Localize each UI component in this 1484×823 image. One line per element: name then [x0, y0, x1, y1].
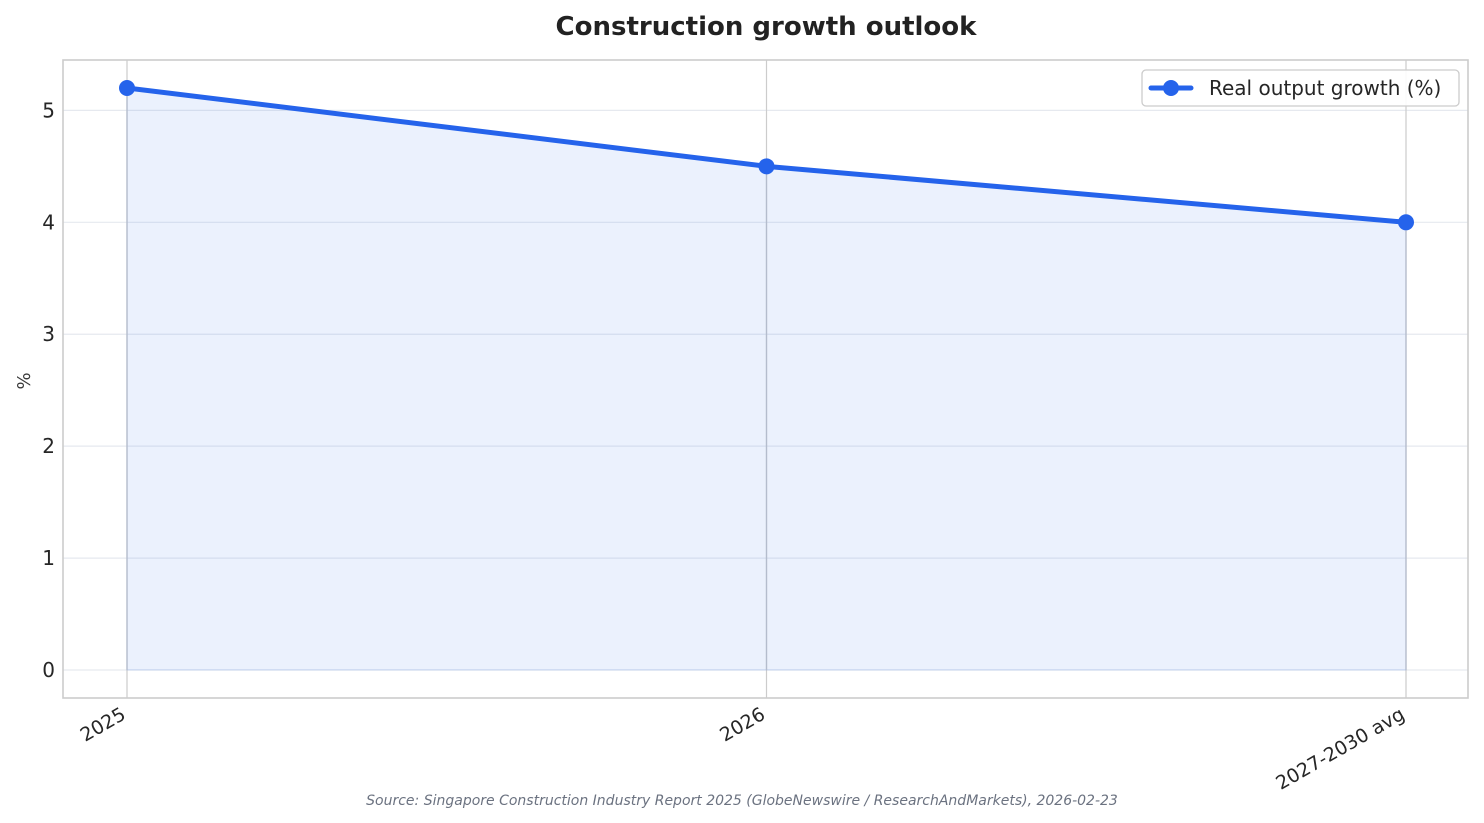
y-tick-label: 2: [42, 434, 55, 458]
y-axis-label: %: [14, 372, 35, 389]
chart-title: Construction growth outlook: [556, 12, 978, 42]
x-axis-ticks: 2025 2026 2027-2030 avg: [77, 703, 1409, 794]
y-tick-label: 5: [42, 98, 55, 122]
source-note: Source: Singapore Construction Industry …: [366, 793, 1118, 809]
data-point: [1398, 214, 1414, 231]
x-tick-label: 2026: [716, 703, 769, 746]
plot-frame: [62, 59, 1469, 699]
y-tick-label: 1: [42, 546, 55, 570]
data-point: [758, 158, 775, 175]
legend-marker-swatch: [1163, 80, 1179, 96]
x-tick-label: 2025: [77, 703, 130, 746]
y-tick-label: 4: [42, 210, 55, 234]
data-point: [119, 79, 135, 96]
y-tick-label: 3: [42, 322, 55, 346]
legend-box: [1141, 69, 1460, 107]
plot-area: [62, 59, 1469, 699]
legend: Real output growth (%): [1141, 69, 1460, 107]
series-points: [119, 79, 1414, 231]
y-tick-label: 0: [42, 658, 55, 682]
legend-label: Real output growth (%): [1209, 76, 1441, 100]
y-axis-ticks: 0 1 2 3 4 5: [42, 98, 55, 682]
x-tick-label: 2027-2030 avg: [1272, 703, 1408, 794]
area-vertical-edges: [126, 87, 1407, 671]
